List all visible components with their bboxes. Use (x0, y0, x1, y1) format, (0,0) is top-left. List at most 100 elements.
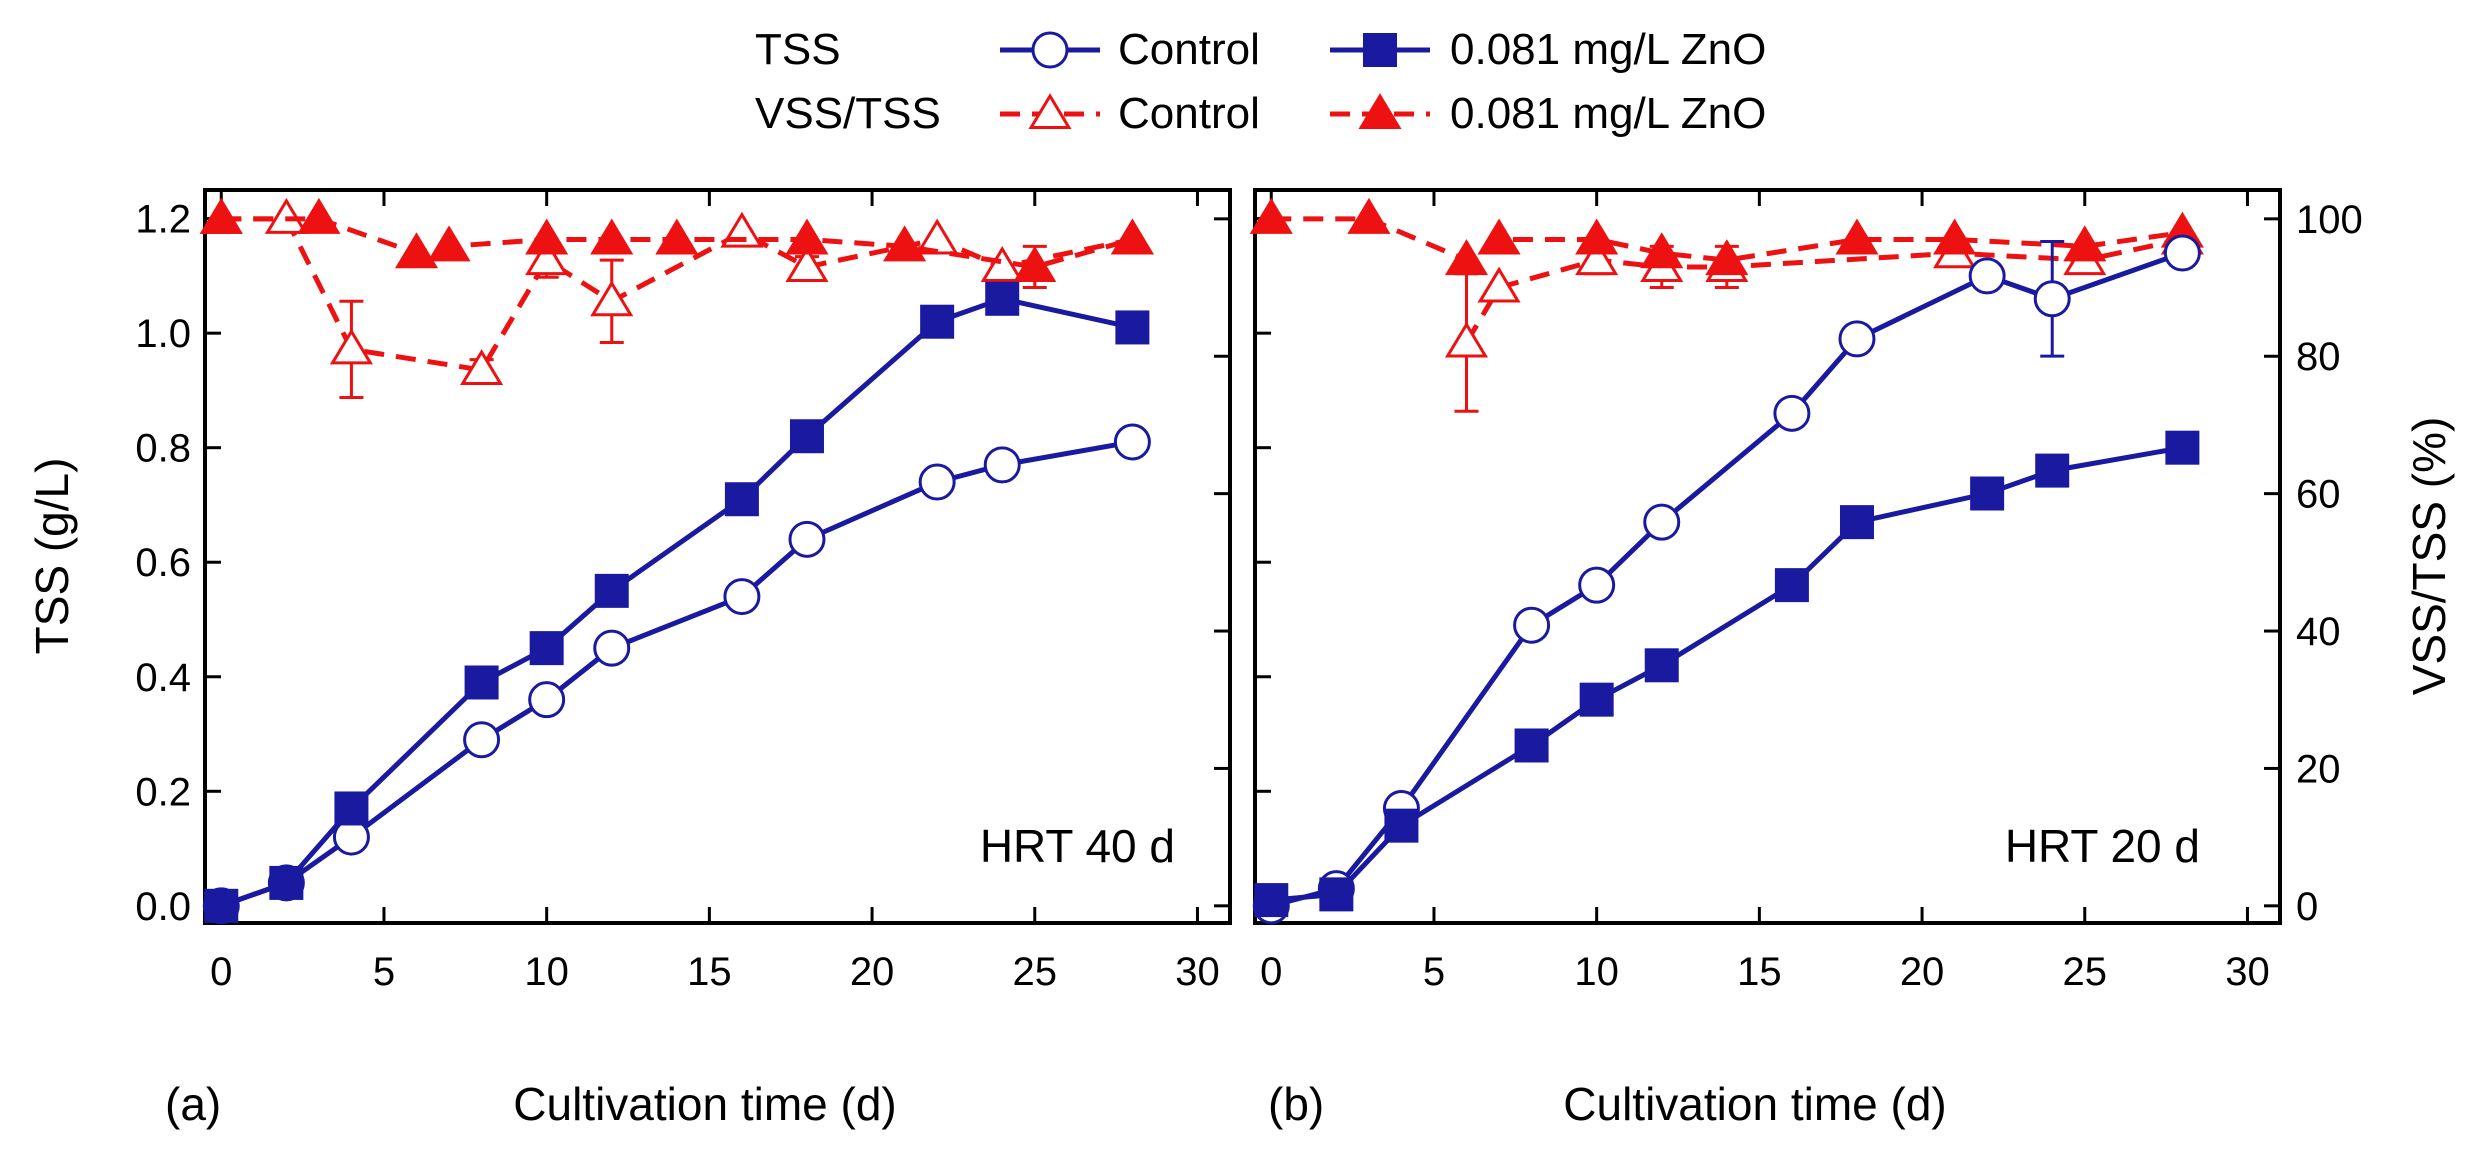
xlabel-a: Cultivation time (d) (513, 1078, 896, 1130)
data-point-tss_control (983, 446, 1021, 484)
data-point-vss_zno (1705, 239, 1749, 276)
panel-b: 0 5 10 15 20 25 30 0 20 40 60 80 100 VSS/TSS (%) Cul… (1249, 188, 2455, 1130)
data-point-vss_control (525, 239, 569, 276)
data-point-tss_control (918, 463, 956, 501)
legend-group-tss: TSS (755, 25, 841, 74)
data-point-vss_zno (785, 218, 829, 255)
x-tick-label: 5 (1423, 950, 1445, 994)
legend-marker-tss_control (1031, 31, 1069, 69)
series-b (1249, 197, 2204, 925)
data-point-tss_zno (334, 791, 369, 826)
data-point-vss_zno (1347, 197, 1391, 234)
ylabel-left: TSS (g/L) (26, 458, 78, 655)
y2-tick-label: 40 (2296, 610, 2341, 654)
data-point-tss_control (593, 629, 631, 667)
data-point-vss_zno (655, 218, 699, 255)
x-tick-label: 20 (850, 950, 895, 994)
x-tick-label: 20 (1900, 950, 1945, 994)
x-tick-label: 30 (1175, 950, 1220, 994)
y-tick-label: 1.0 (135, 312, 191, 356)
plot-frame-a (203, 188, 1232, 925)
data-point-vss_zno (1640, 232, 1684, 269)
data-point-tss_zno (920, 304, 955, 339)
data-point-vss_zno (1933, 218, 1977, 255)
data-point-vss_control (1477, 266, 1521, 303)
legend-label-tss-zno: 0.081 mg/L ZnO (1450, 25, 1766, 74)
data-point-tss_zno (1839, 505, 1874, 540)
data-point-tss_zno (464, 665, 499, 700)
data-point-vss_zno (427, 225, 471, 262)
data-point-tss_zno (2035, 453, 2070, 488)
data-point-vss_control (1575, 239, 1619, 276)
x-tick-label: 15 (1737, 950, 1782, 994)
data-point-tss_zno (204, 888, 239, 923)
data-point-tss_zno (985, 281, 1020, 316)
data-point-vss_zno (1575, 218, 1619, 255)
data-point-vss_zno (394, 232, 439, 269)
y2-tick-label: 60 (2296, 473, 2341, 517)
series-line-vss_control (1464, 237, 2183, 344)
data-point-tss_zno (1644, 648, 1679, 683)
data-point-tss_zno (1384, 808, 1419, 843)
data-point-vss_zno (199, 197, 243, 234)
data-point-vss_zno (590, 218, 634, 255)
data-point-vss_zno (1110, 218, 1154, 255)
data-point-vss_control (1444, 321, 1489, 358)
data-point-tss_control (1113, 423, 1151, 461)
series-a (199, 197, 1154, 925)
series-line-vss_zno (1271, 216, 2183, 263)
x-tick-label: 30 (2225, 950, 2270, 994)
data-point-vss_control (980, 246, 1024, 282)
data-point-vss_zno (883, 225, 927, 262)
annotation-hrt-40: HRT 40 d (980, 820, 1175, 872)
legend-marker-tss_zno (1363, 33, 1397, 67)
data-point-tss_control (528, 681, 566, 719)
data-point-tss_control (1838, 320, 1876, 358)
data-point-tss_zno (1254, 883, 1289, 918)
legend-marker-vss_zno (1358, 93, 1402, 129)
plot-frame-b (1253, 188, 2282, 925)
legend-label-vss-control: Control (1118, 89, 1260, 138)
panel-label-a: (a) (165, 1078, 221, 1130)
data-point-vss_control (785, 246, 829, 282)
data-point-vss_zno (1249, 197, 1293, 234)
data-point-tss_control (2163, 234, 2201, 272)
legend: TSS VSS/TSS Control 0.081 mg/L ZnO Contr… (755, 25, 1766, 138)
data-point-tss_zno (1514, 728, 1549, 763)
x-tick-label: 5 (373, 950, 395, 994)
data-point-vss_zno (1013, 246, 1057, 282)
data-point-vss_zno (1835, 218, 1879, 255)
data-point-tss_control (463, 721, 501, 759)
data-point-tss_zno (529, 631, 564, 666)
data-point-vss_zno (1444, 239, 1489, 276)
panel-a: 0 5 10 15 20 25 30 0.0 0.2 0.4 0.6 0.8 1.0 1.2 TSS (g… (26, 188, 1232, 1130)
data-point-tss_zno (1774, 568, 1809, 603)
data-point-vss_zno (2063, 225, 2107, 262)
data-point-tss_control (1773, 394, 1811, 432)
annotation-hrt-20: HRT 20 d (2005, 820, 2200, 872)
x-tick-label: 0 (1260, 950, 1282, 994)
x-tick-label: 25 (1013, 950, 1058, 994)
y-tick-label: 0.6 (135, 541, 191, 585)
data-point-tss_control (1643, 503, 1681, 541)
xlabel-b: Cultivation time (d) (1563, 1078, 1946, 1130)
y-tick-label: 0.8 (135, 427, 191, 471)
data-point-vss_zno (297, 197, 341, 234)
data-point-tss_control (1968, 257, 2006, 295)
legend-marker-vss_control (1028, 93, 1072, 129)
data-point-vss_zno (1477, 218, 1521, 255)
x-tick-label: 15 (687, 950, 732, 994)
x-tick-label: 10 (1574, 950, 1619, 994)
data-point-tss_zno (594, 573, 629, 608)
data-point-tss_zno (1319, 877, 1354, 912)
data-point-tss_zno (1970, 476, 2005, 511)
ylabel-right: VSS/TSS (%) (2403, 417, 2455, 696)
data-point-tss_control (1513, 606, 1551, 644)
legend-group-vss: VSS/TSS (755, 89, 941, 138)
data-point-vss_zno (525, 218, 569, 255)
legend-label-vss-zno: 0.081 mg/L ZnO (1450, 89, 1766, 138)
data-point-tss_zno (789, 419, 824, 454)
data-point-tss_control (788, 520, 826, 558)
y-tick-label: 0.4 (135, 656, 191, 700)
